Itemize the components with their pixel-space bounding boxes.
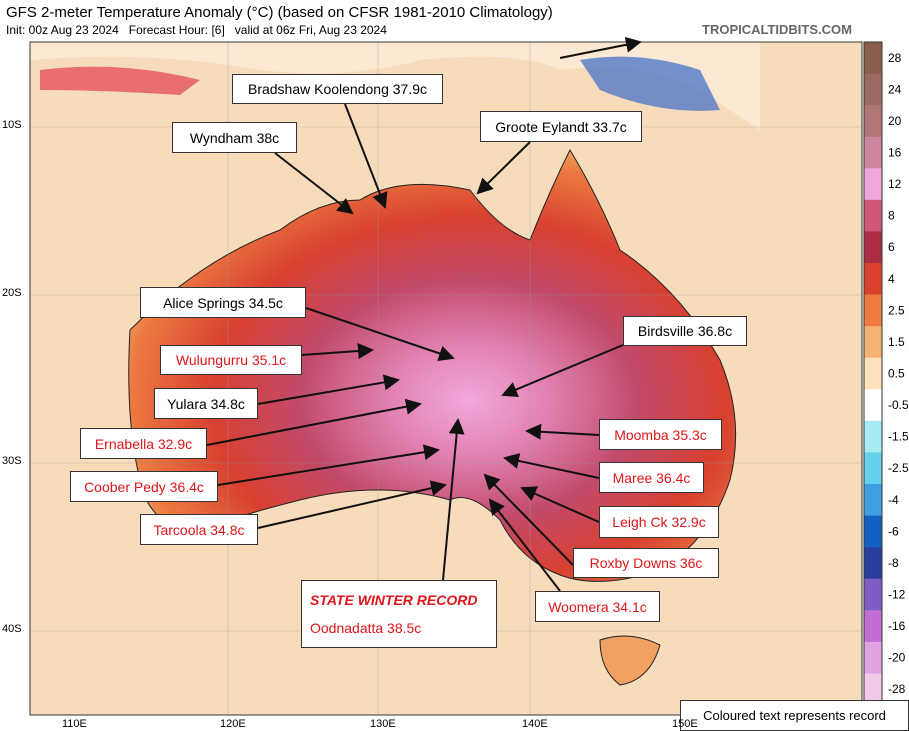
- colorbar-swatch: [864, 105, 882, 138]
- colorbar-swatch: [864, 420, 882, 453]
- colorbar-label: -6: [888, 524, 899, 538]
- latitude-label: 10S: [2, 119, 22, 131]
- colorbar-swatch: [864, 452, 882, 485]
- tasmania: [599, 635, 661, 686]
- colorbar-label: -20: [888, 651, 906, 665]
- colorbar-swatch: [864, 357, 882, 390]
- longitude-label: 110E: [62, 718, 87, 730]
- colorbar-label: -0.5: [888, 398, 909, 412]
- annotation: Alice Springs 34.5c: [140, 287, 306, 318]
- note: Coloured text represents record: [680, 700, 909, 731]
- annotation: Ernabella 32.9c: [80, 428, 207, 459]
- latitude-label: 20S: [2, 287, 22, 299]
- colorbar-swatch: [864, 326, 882, 359]
- colorbar-label: 4: [888, 272, 895, 286]
- colorbar-swatch: [864, 610, 882, 643]
- colorbar-swatch: [864, 641, 882, 674]
- colorbar-swatch: [864, 42, 882, 75]
- annotation: Maree 36.4c: [599, 462, 704, 493]
- annotation: Moomba 35.3c: [599, 419, 722, 450]
- colorbar-label: -2.5: [888, 461, 909, 475]
- annotation: Woomera 34.1c: [535, 591, 660, 622]
- islands: [40, 66, 200, 95]
- annotation: Coober Pedy 36.4c: [70, 471, 218, 502]
- annotation: Wulungurru 35.1c: [160, 345, 302, 375]
- annotation: Bradshaw Koolendong 37.9c: [232, 74, 443, 104]
- colorbar-swatch: [864, 515, 882, 548]
- latitude-label: 30S: [2, 455, 22, 467]
- arrows: [206, 36, 642, 592]
- colorbar-label: -28: [888, 682, 906, 696]
- annotation: Roxby Downs 36c: [573, 548, 719, 578]
- colorbar-label: 6: [888, 240, 895, 254]
- annotation: Yulara 34.8c: [154, 388, 258, 419]
- colorbar-label: 28: [888, 51, 902, 65]
- colorbar-swatch: [864, 231, 882, 264]
- title: GFS 2-meter Temperature Anomaly (°C) (ba…: [6, 4, 553, 21]
- colorbar-label: -8: [888, 556, 899, 570]
- annotation: Leigh Ck 32.9c: [599, 506, 719, 538]
- annotation: Wyndham 38c: [172, 122, 297, 153]
- new-guinea: [580, 56, 720, 111]
- annotation: Birdsville 36.8c: [623, 316, 747, 346]
- colorbar-label: 24: [888, 82, 902, 96]
- colorbar-label: 16: [888, 146, 902, 160]
- longitude-label: 140E: [522, 718, 548, 730]
- subtitle: Init: 00z Aug 23 2024 Forecast Hour: [6]…: [6, 23, 387, 37]
- colorbar-swatch: [864, 673, 882, 706]
- colorbar-swatch: [864, 578, 882, 611]
- colorbar: 28 24 20 16 12 8 6 4 2.5 1.5 0.5 -0.5 -1.5 -2.5 -4 -6 -8…: [863, 41, 909, 706]
- colorbar-swatch: [864, 199, 882, 232]
- colorbar-label: 1.5: [888, 335, 905, 349]
- longitude-label: 130E: [370, 718, 396, 730]
- longitude-label: 120E: [220, 718, 246, 730]
- colorbar-label: -1.5: [888, 430, 909, 444]
- annotation: Tarcoola 34.8c: [140, 514, 258, 545]
- colorbar-swatch: [864, 389, 882, 422]
- colorbar-swatch: [864, 294, 882, 327]
- colorbar-label: 20: [888, 114, 902, 128]
- colorbar-label: 2.5: [888, 303, 905, 317]
- record-callout: STATE WINTER RECORD Oodnadatta 38.5c: [301, 580, 497, 648]
- colorbar-swatch: [864, 547, 882, 580]
- colorbar-swatch: [864, 136, 882, 169]
- latitude-label: 40S: [2, 623, 22, 635]
- colorbar-label: 0.5: [888, 367, 905, 381]
- colorbar-label: -16: [888, 619, 906, 633]
- record-heading: STATE WINTER RECORD: [310, 592, 478, 608]
- brand: TROPICALTIDBITS.COM: [702, 22, 852, 37]
- map-frame: [29, 41, 863, 716]
- longitude-label: 150E: [672, 718, 698, 730]
- annotation: Groote Eylandt 33.7c: [480, 111, 642, 142]
- north-sea: [30, 42, 760, 130]
- colorbar-swatch: [864, 263, 882, 296]
- record-label: Oodnadatta 38.5c: [310, 620, 422, 636]
- australia: [128, 148, 737, 582]
- colorbar-label: 8: [888, 209, 895, 223]
- colorbar-swatch: [864, 168, 882, 201]
- colorbar-swatch: [864, 484, 882, 517]
- colorbar-label: 12: [888, 177, 902, 191]
- colorbar-swatch: [864, 73, 882, 106]
- colorbar-label: -12: [888, 588, 906, 602]
- colorbar-label: -4: [888, 493, 899, 507]
